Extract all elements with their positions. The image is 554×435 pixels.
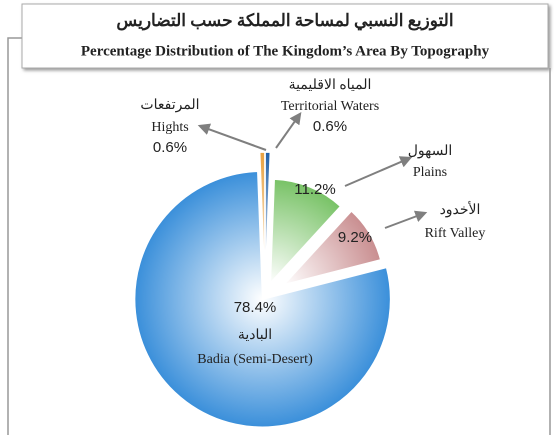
- arabic-label: السهول: [408, 144, 453, 159]
- value-label: 11.2%: [294, 181, 335, 198]
- chart-title: التوزيع النسبي لمساحة المملكة حسب التضار…: [116, 11, 453, 31]
- pie-slice: [281, 209, 382, 287]
- pie-slice: [269, 178, 342, 286]
- value-label: 78.4%: [234, 299, 277, 316]
- arabic-label: المرتفعات: [140, 98, 199, 113]
- value-label: 0.6%: [153, 139, 187, 156]
- category-label: Badia (Semi-Desert): [197, 352, 313, 367]
- leader-arrow: [384, 210, 428, 229]
- category-label: Territorial Waters: [281, 99, 379, 114]
- leader-arrow: [197, 123, 267, 151]
- category-label: Plains: [413, 165, 447, 180]
- arabic-label: البادية: [238, 328, 272, 343]
- value-label: 9.2%: [338, 229, 372, 246]
- pie-slice: [258, 151, 266, 291]
- title-box: [21, 3, 549, 69]
- frame: [7, 37, 551, 435]
- category-label: Hights: [151, 120, 188, 135]
- pie-slice: [133, 170, 392, 428]
- pie-slice: [264, 151, 272, 291]
- category-label: Rift Valley: [425, 226, 486, 241]
- arabic-label: المياه الاقليمية: [289, 78, 372, 93]
- leader-arrow: [344, 156, 413, 187]
- leader-arrow: [275, 112, 302, 149]
- arabic-label: الأخدود: [440, 200, 481, 218]
- chart-subtitle: Percentage Distribution of The Kingdom’s…: [81, 43, 490, 59]
- value-label: 0.6%: [313, 118, 347, 135]
